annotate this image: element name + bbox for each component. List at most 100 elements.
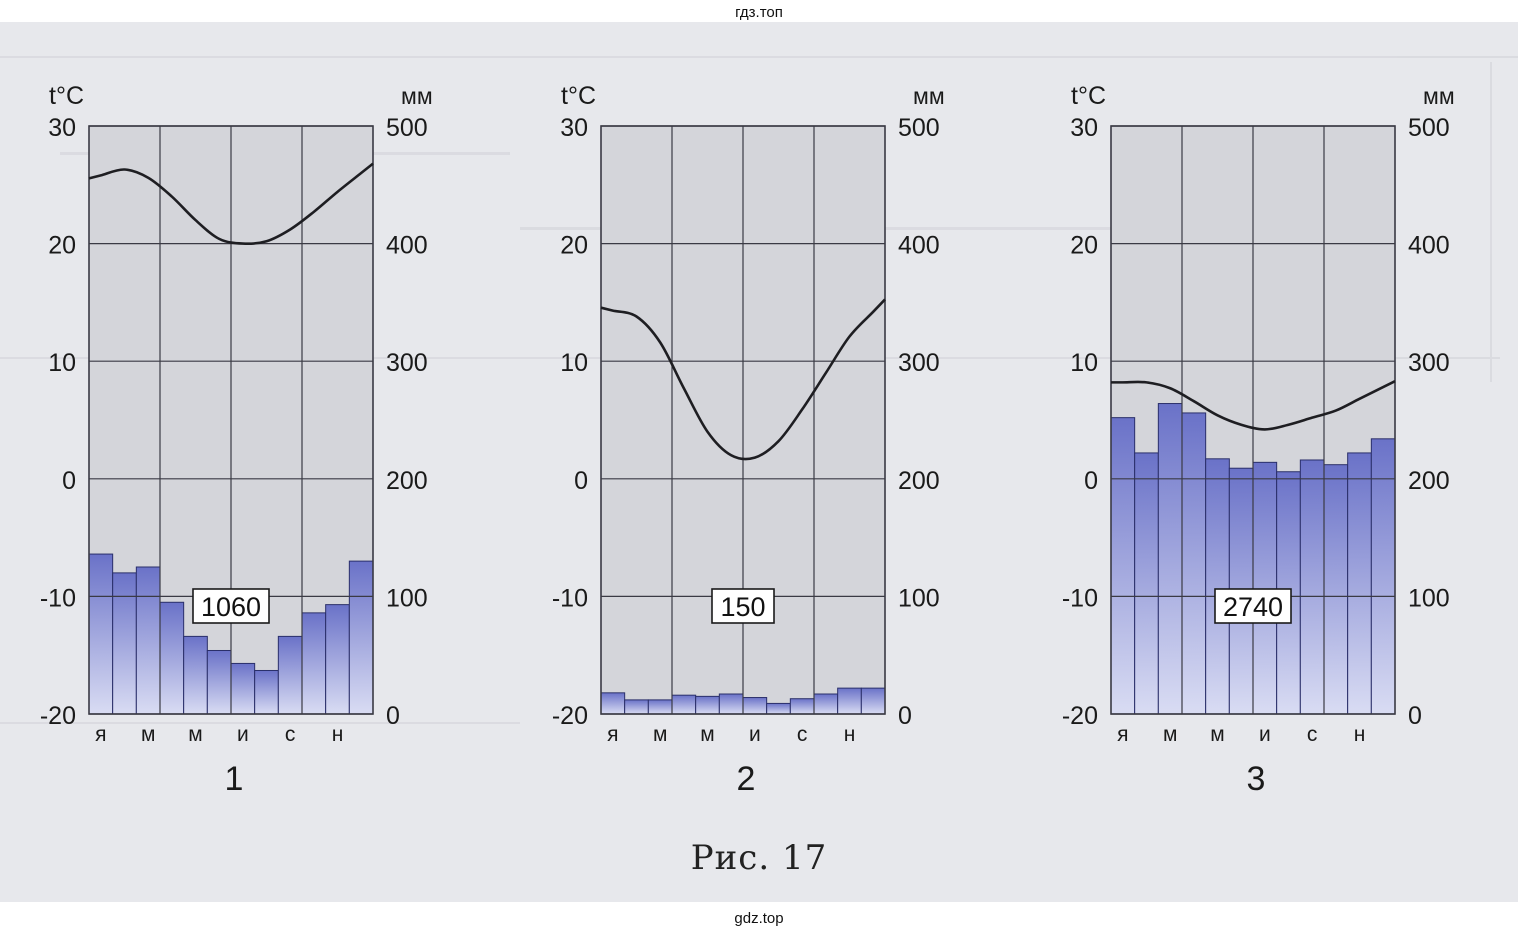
month-tick-label: с [1307,723,1318,746]
precip-bar [1110,417,1136,715]
month-tick-label: я [95,723,106,746]
temp-tick-label: -20 [1062,702,1098,730]
month-tick-label: с [797,723,808,746]
month-tick-label: м [1210,723,1224,746]
precip-bar [695,695,720,715]
month-tick-label: и [749,723,761,746]
total-precip-box [711,588,775,624]
total-precip-box [1214,588,1292,624]
precip-bar [301,612,327,715]
total-precip-label: 1060 [201,592,261,622]
month-tick-label: м [188,723,202,746]
precip-tick-label: 0 [1408,702,1422,730]
precip-tick-label: 300 [898,349,940,377]
month-tick-label: м [653,723,667,746]
temp-tick-label: -10 [40,584,76,612]
temp-tick-label: 10 [48,349,76,377]
month-tick-label: я [607,723,618,746]
precip-bar [671,694,697,715]
month-tick-label: с [285,723,296,746]
temp-tick-label: -10 [552,584,588,612]
precip-tick-label: 400 [386,232,428,260]
precip-bar [206,649,232,715]
precip-bar [88,553,114,715]
precip-bar [718,693,744,715]
chart-number-label: 1 [225,760,244,798]
precip-bar [1205,458,1230,715]
temp-tick-label: 20 [560,232,588,260]
precip-bar [742,697,768,715]
precip-bar [1134,452,1159,715]
precip-bar [1181,412,1207,715]
precip-bar [647,699,673,715]
month-tick-label: м [700,723,714,746]
month-tick-label: и [1259,723,1271,746]
temperature-line [600,298,886,461]
plot-frame [88,125,374,715]
temp-tick-label: 30 [48,114,76,142]
temp-tick-label: 0 [1084,467,1098,495]
precip-tick-label: 300 [386,349,428,377]
watermark-bottom: gdz.top [734,910,784,927]
precip-bar [1370,438,1396,715]
precip-tick-label: 400 [898,232,940,260]
precip-bar [1347,452,1372,715]
precip-tick-label: 200 [898,467,940,495]
precip-tick-label: 0 [386,702,400,730]
precip-bar [348,560,374,715]
precip-bar [1323,464,1349,715]
temperature-line [88,162,374,246]
temp-tick-label: 0 [574,467,588,495]
precip-bar [1157,403,1183,715]
chart-number-label: 2 [737,760,756,798]
temp-tick-label: 20 [48,232,76,260]
precip-bar [183,635,208,715]
total-precip-label: 150 [720,592,765,622]
total-precip-label: 2740 [1223,592,1283,622]
plot-frame [1110,125,1396,715]
precip-bar [254,669,279,715]
temperature-line [1111,380,1396,431]
figure-caption: Рис. 17 [690,838,828,878]
precip-unit-label: мм [913,83,945,109]
temp-tick-label: 20 [1070,232,1098,260]
temp-tick-label: -20 [40,702,76,730]
temp-tick-label: 30 [1070,114,1098,142]
temp-tick-label: 30 [560,114,588,142]
temp-unit-label: t°C [1071,82,1106,110]
temp-tick-label: 0 [62,467,76,495]
precip-tick-label: 300 [1408,349,1450,377]
precip-bar [837,687,862,715]
total-precip-box [192,588,270,624]
precip-tick-label: 500 [386,114,428,142]
precip-bar [766,702,791,715]
precip-tick-label: 100 [1408,584,1450,612]
watermark-top: гдз.топ [735,4,783,21]
precip-tick-label: 100 [386,584,428,612]
precip-bar [1252,461,1278,715]
precip-tick-label: 500 [1408,114,1450,142]
precip-unit-label: мм [1423,83,1455,109]
month-tick-label: и [237,723,249,746]
precip-tick-label: 100 [898,584,940,612]
precip-bar [277,635,303,715]
month-tick-label: н [844,723,856,746]
temp-unit-label: t°C [49,82,84,110]
temp-tick-label: -10 [1062,584,1098,612]
precip-tick-label: 400 [1408,232,1450,260]
month-tick-label: м [141,723,155,746]
temp-tick-label: 10 [560,349,588,377]
month-tick-label: я [1117,723,1128,746]
precip-bar [600,692,626,715]
precip-bar [624,699,649,715]
precip-bar [112,572,137,715]
precip-bar [135,566,161,715]
temp-tick-label: -20 [552,702,588,730]
precip-bar [789,698,815,715]
chart-number-label: 3 [1247,760,1266,798]
precip-tick-label: 200 [1408,467,1450,495]
